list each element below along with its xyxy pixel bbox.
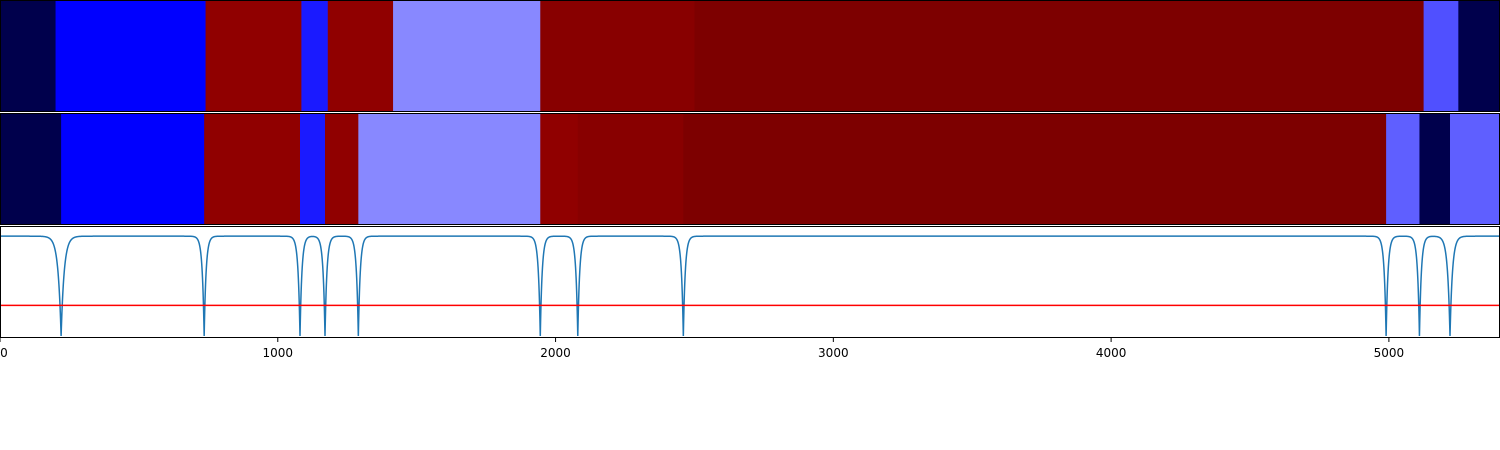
segment-2-8 [577, 113, 684, 225]
segment-1-4 [301, 0, 329, 112]
segment-2-12 [1450, 113, 1500, 225]
panel-frame-3 [0, 226, 1500, 338]
segment-1-10 [1458, 0, 1500, 112]
signal-panel [0, 235, 1500, 336]
segment-row-1 [0, 0, 1500, 112]
signal-line [0, 235, 1500, 336]
x-tick-label-3000: 3000 [818, 346, 849, 360]
x-tick-label-4000: 4000 [1096, 346, 1127, 360]
segment-2-5 [325, 113, 359, 225]
segment-2-1 [0, 113, 62, 225]
x-tick-label-2000: 2000 [540, 346, 571, 360]
segment-2-7 [540, 113, 579, 225]
segment-2-2 [61, 113, 205, 225]
x-tick-label-5000: 5000 [1374, 346, 1405, 360]
segment-2-4 [300, 113, 326, 225]
segment-2-3 [204, 113, 301, 225]
segment-1-7 [540, 0, 695, 112]
x-tick-label-1000: 1000 [263, 346, 294, 360]
segment-1-9 [1423, 0, 1459, 112]
segment-1-2 [55, 0, 207, 112]
segment-2-6 [358, 113, 541, 225]
segment-2-10 [1386, 113, 1420, 225]
segment-1-1 [0, 0, 57, 112]
segment-row-2 [0, 113, 1500, 225]
segment-2-11 [1419, 113, 1451, 225]
x-axis: 0 1000 2000 3000 4000 5000 [0, 338, 1404, 360]
segment-1-8 [694, 0, 1425, 112]
x-tick-label-0: 0 [0, 346, 8, 360]
segment-2-9 [683, 113, 1387, 225]
segment-1-5 [327, 0, 394, 112]
segment-1-6 [393, 0, 541, 112]
segment-1-3 [205, 0, 302, 112]
